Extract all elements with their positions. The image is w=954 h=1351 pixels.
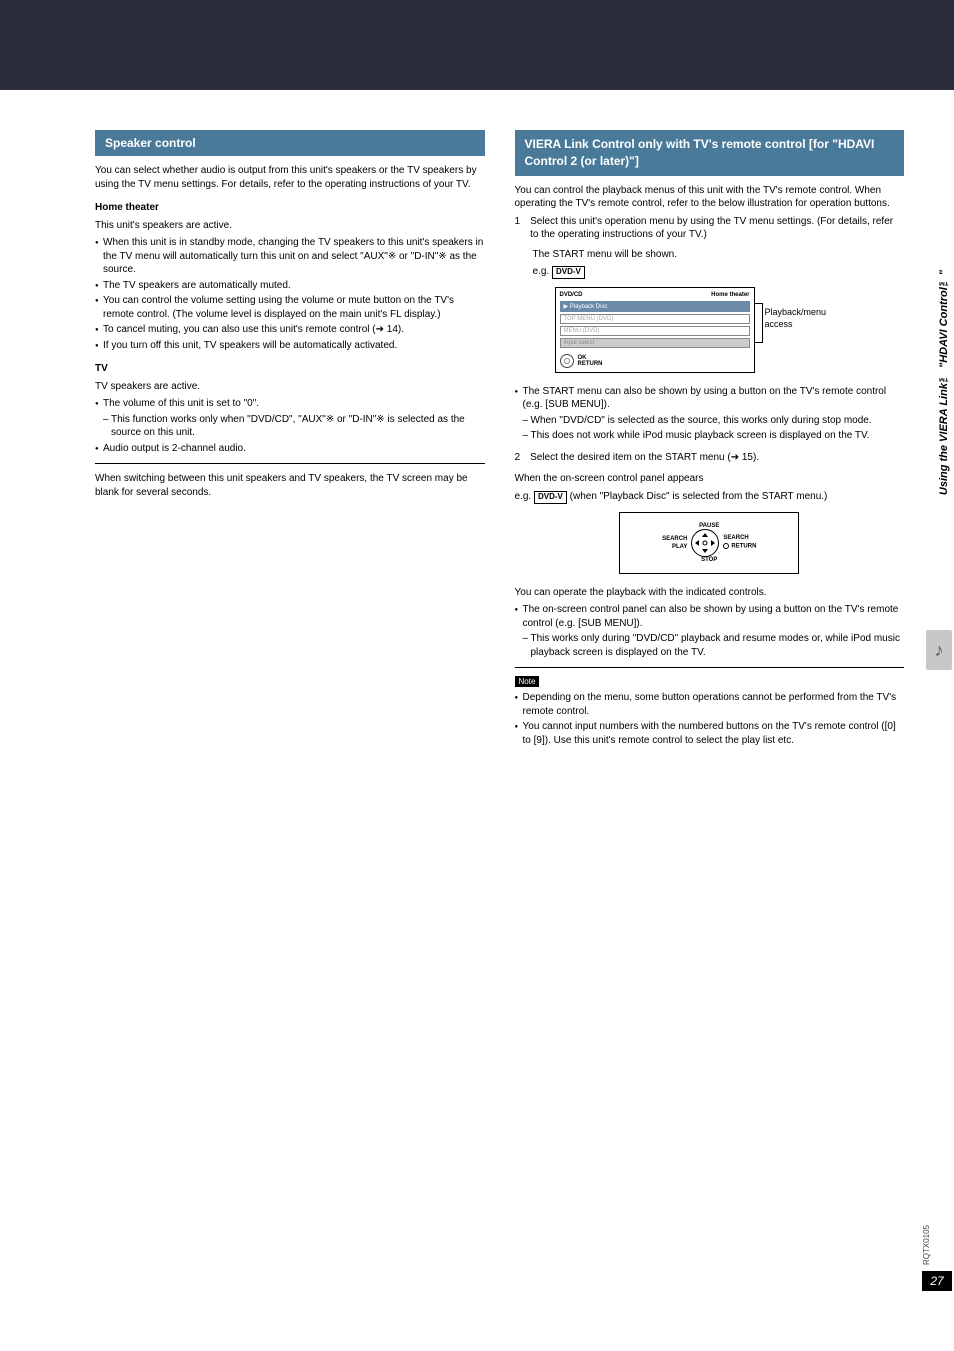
after-item: The START menu can also be shown by usin… bbox=[515, 385, 905, 412]
eg-label: e.g. bbox=[533, 266, 550, 277]
stop-label: STOP bbox=[630, 557, 788, 563]
note-item: You cannot input numbers with the number… bbox=[515, 720, 905, 747]
panel-eg-text: (when "Playback Disc" is selected from t… bbox=[567, 491, 828, 502]
ctrl-row: SEARCH PLAY SEARCH RETURN bbox=[630, 529, 788, 557]
ht-item: The TV speakers are automatically muted. bbox=[95, 279, 485, 293]
play-label: PLAY bbox=[662, 544, 687, 550]
menu-row-label: Playback Disc bbox=[570, 304, 608, 310]
after-dash: This does not work while iPod music play… bbox=[515, 429, 905, 443]
home-theater-list: When this unit is in standby mode, chang… bbox=[95, 236, 485, 352]
side-tab-label: Using the VIERA Link™ "HDAVI Control™" bbox=[934, 260, 954, 505]
panel-eg: e.g. DVD-V (when "Playback Disc" is sele… bbox=[515, 490, 905, 504]
divider bbox=[95, 463, 485, 464]
step-2-text: Select the desired item on the START men… bbox=[530, 451, 759, 465]
page-number-box: RQTX0105 27 bbox=[922, 1225, 952, 1291]
side-note-icon: ♪ bbox=[926, 630, 952, 670]
callout-bracket bbox=[755, 303, 763, 343]
return-label: RETURN bbox=[723, 543, 756, 550]
menu-head: DVD/CD Home theater bbox=[560, 292, 750, 298]
tv-list: The volume of this unit is set to "0". bbox=[95, 397, 485, 411]
start-menu-diagram: DVD/CD Home theater ▶ Playback Disc TOP … bbox=[555, 287, 855, 373]
menu-row-input: Input select bbox=[560, 338, 750, 348]
after-dash: When "DVD/CD" is selected as the source,… bbox=[515, 414, 905, 428]
viera-link-header: VIERA Link Control only with TV's remote… bbox=[515, 130, 905, 176]
top-dark-band bbox=[0, 0, 954, 90]
doc-code: RQTX0105 bbox=[922, 1225, 931, 1265]
operate-text: You can operate the playback with the in… bbox=[515, 586, 905, 600]
right-labels: SEARCH RETURN bbox=[723, 535, 756, 550]
step-1-text: Select this unit's operation menu by usi… bbox=[530, 215, 904, 242]
menu-title-left: DVD/CD bbox=[560, 292, 583, 298]
ht-item: To cancel muting, you can also use this … bbox=[95, 323, 485, 337]
dpad-icon bbox=[560, 354, 574, 368]
left-labels: SEARCH PLAY bbox=[662, 536, 687, 550]
left-column: Speaker control You can select whether a… bbox=[95, 130, 485, 749]
dvdv-badge: DVD-V bbox=[534, 491, 567, 504]
eg-label: e.g. bbox=[515, 491, 532, 502]
page-content: Speaker control You can select whether a… bbox=[0, 130, 954, 749]
menu-row-playback: ▶ Playback Disc bbox=[560, 301, 750, 312]
after-menu-list: The START menu can also be shown by usin… bbox=[515, 385, 905, 412]
speaker-control-header: Speaker control bbox=[95, 130, 485, 156]
tv-item: The volume of this unit is set to "0". bbox=[95, 397, 485, 411]
menu-row-menu: MENU (DVD) bbox=[560, 326, 750, 336]
speaker-intro: You can select whether audio is output f… bbox=[95, 164, 485, 191]
search-label: SEARCH bbox=[662, 536, 687, 542]
divider bbox=[515, 667, 905, 668]
speaker-footer: When switching between this unit speaker… bbox=[95, 472, 485, 499]
ht-item: You can control the volume setting using… bbox=[95, 294, 485, 321]
search-label: SEARCH bbox=[723, 535, 756, 541]
step-num: 1 bbox=[515, 215, 521, 242]
dpad-ring-icon bbox=[691, 529, 719, 557]
note-item: Depending on the menu, some button opera… bbox=[515, 691, 905, 718]
eg-line: e.g. DVD-V bbox=[515, 265, 905, 279]
menu-callout: Playback/menu access bbox=[765, 307, 827, 330]
operate-list: The on-screen control panel can also be … bbox=[515, 603, 905, 630]
ht-item: When this unit is in standby mode, chang… bbox=[95, 236, 485, 277]
callout-line: access bbox=[765, 319, 827, 331]
op-dash: This works only during "DVD/CD" playback… bbox=[515, 632, 905, 659]
home-theater-sub: This unit's speakers are active. bbox=[95, 219, 485, 233]
tv-title: TV bbox=[95, 362, 485, 376]
menu-title-right: Home theater bbox=[711, 292, 749, 298]
menu-ok-row: OK RETURN bbox=[560, 354, 750, 368]
right-column: VIERA Link Control only with TV's remote… bbox=[515, 130, 905, 749]
callout-line: Playback/menu bbox=[765, 307, 827, 319]
note-list: Depending on the menu, some button opera… bbox=[515, 691, 905, 747]
control-panel-diagram: PAUSE SEARCH PLAY SEARCH RETURN STOP bbox=[619, 512, 799, 574]
ok-return: OK RETURN bbox=[578, 355, 603, 367]
panel-head: When the on-screen control panel appears bbox=[515, 472, 905, 486]
page-number: 27 bbox=[922, 1271, 952, 1291]
dvdv-badge: DVD-V bbox=[552, 266, 585, 279]
ht-item: If you turn off this unit, TV speakers w… bbox=[95, 339, 485, 353]
op-item: The on-screen control panel can also be … bbox=[515, 603, 905, 630]
return-label: RETURN bbox=[578, 361, 603, 367]
note-badge: Note bbox=[515, 676, 540, 687]
step-num: 2 bbox=[515, 451, 521, 465]
tv-list2: Audio output is 2-channel audio. bbox=[95, 442, 485, 456]
step-2: 2 Select the desired item on the START m… bbox=[515, 451, 905, 465]
viera-intro: You can control the playback menus of th… bbox=[515, 184, 905, 211]
tv-dash: This function works only when "DVD/CD", … bbox=[95, 413, 485, 440]
start-shown: The START menu will be shown. bbox=[515, 248, 905, 262]
menu-row-topmenu: TOP MENU (DVD) bbox=[560, 314, 750, 324]
step-1: 1 Select this unit's operation menu by u… bbox=[515, 215, 905, 242]
home-theater-title: Home theater bbox=[95, 201, 485, 215]
menu-window: DVD/CD Home theater ▶ Playback Disc TOP … bbox=[555, 287, 755, 373]
tv-item: Audio output is 2-channel audio. bbox=[95, 442, 485, 456]
tv-sub: TV speakers are active. bbox=[95, 380, 485, 394]
